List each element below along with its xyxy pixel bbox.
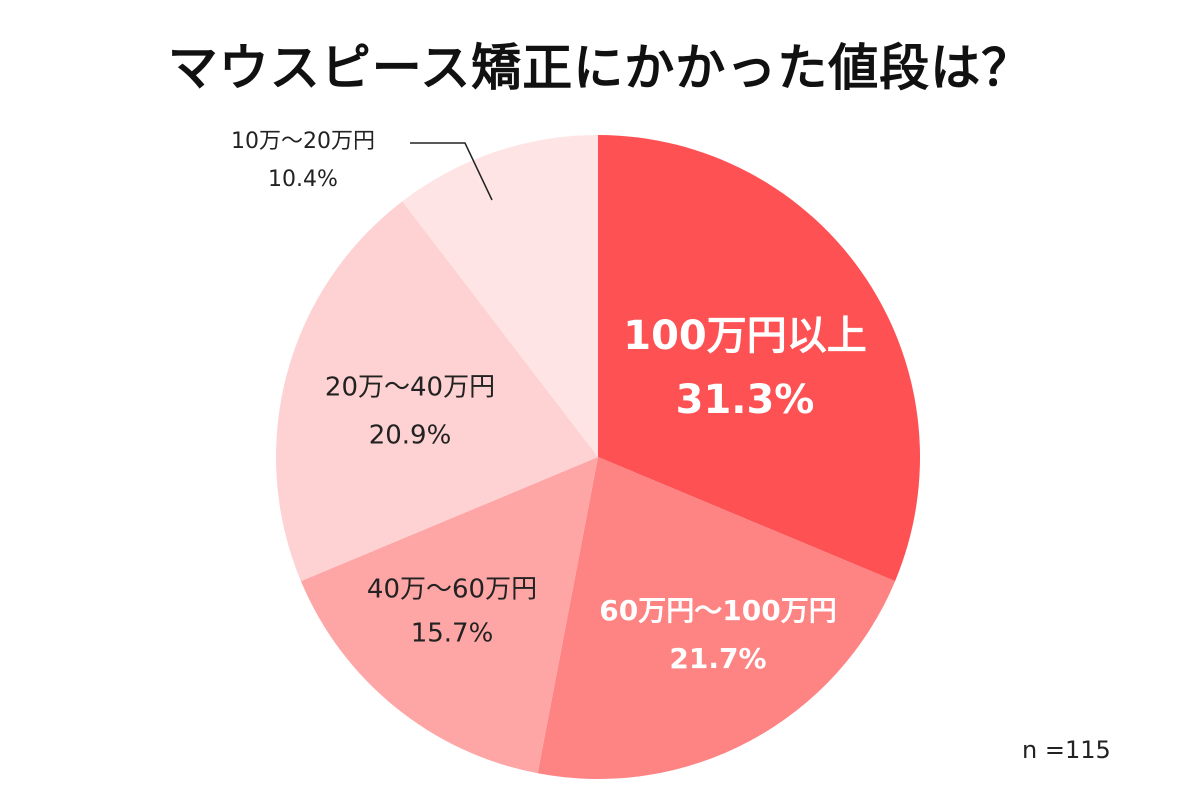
slice-value-label: 20.9% (369, 421, 452, 451)
leader-line (410, 142, 493, 201)
slice-label: 10万〜20万円 (231, 129, 375, 154)
pie-slice (598, 135, 920, 582)
slice-value-label: 31.3% (676, 377, 815, 423)
pie-slice (402, 135, 598, 457)
pie-slice (276, 201, 598, 582)
slice-value-label: 21.7% (669, 642, 766, 675)
pie-slice (300, 457, 598, 774)
chart-title: マウスピース矯正にかかった値段は？ (167, 39, 1033, 97)
slice-value-label: 10.4% (268, 167, 338, 192)
pie-slice (537, 457, 896, 780)
sample-size-note: n =115 (1022, 736, 1111, 764)
slice-label: 100万円以上 (623, 313, 867, 359)
slice-value-label: 15.7% (411, 619, 494, 649)
slice-label: 40万〜60万円 (367, 575, 537, 605)
slice-label: 20万〜40万円 (325, 373, 495, 403)
slice-label: 60万円〜100万円 (599, 594, 836, 627)
